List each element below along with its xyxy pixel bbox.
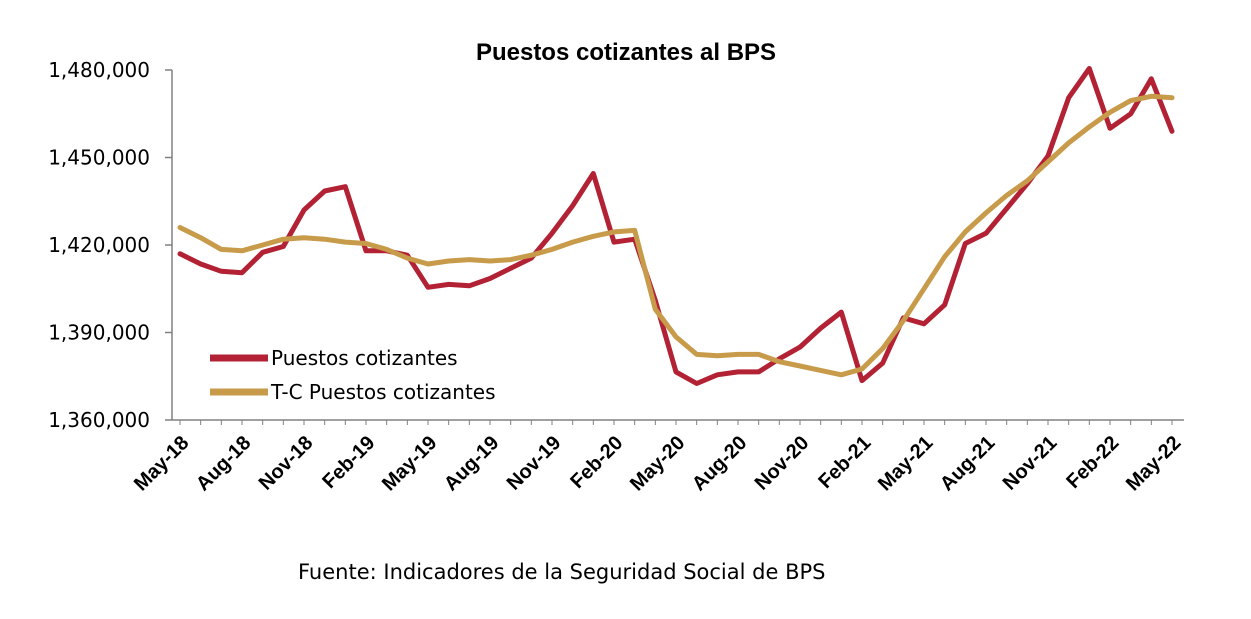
legend: Puestos cotizantes T-C Puestos cotizante… bbox=[210, 346, 496, 404]
plot-lines bbox=[177, 66, 1175, 386]
x-tick-label: Aug-18 bbox=[192, 432, 255, 495]
x-tick-label: Nov-20 bbox=[751, 432, 814, 495]
y-tick-label: 1,480,000 bbox=[48, 58, 150, 82]
x-tick-label: Aug-19 bbox=[440, 432, 503, 495]
x-tick-label: May-20 bbox=[626, 432, 690, 496]
x-tick-label: Nov-21 bbox=[999, 432, 1062, 495]
x-tick-label: Aug-20 bbox=[688, 432, 751, 495]
x-tick-label: Feb-19 bbox=[318, 432, 379, 493]
series-line-tc-puestos-cotizantes bbox=[177, 93, 1175, 378]
x-tick-label: May-18 bbox=[130, 432, 194, 496]
x-tick-label: May-22 bbox=[1122, 432, 1186, 496]
legend-label-tc-puestos-cotizantes: T-C Puestos cotizantes bbox=[270, 380, 496, 404]
x-tick-label: May-19 bbox=[378, 432, 442, 496]
y-tick-label: 1,360,000 bbox=[48, 408, 150, 432]
y-axis: 1,360,000 1,390,000 1,420,000 1,450,000 1,48… bbox=[48, 58, 173, 432]
y-tick-label: 1,450,000 bbox=[48, 146, 150, 170]
x-tick-label: Nov-18 bbox=[255, 432, 318, 495]
y-tick-label: 1,420,000 bbox=[48, 233, 150, 257]
source-note: Fuente: Indicadores de la Seguridad Soci… bbox=[298, 560, 826, 584]
y-tick-label: 1,390,000 bbox=[48, 321, 150, 345]
legend-label-puestos-cotizantes: Puestos cotizantes bbox=[271, 346, 458, 370]
chart-title: Puestos cotizantes al BPS bbox=[476, 39, 776, 66]
x-tick-label: Aug-21 bbox=[936, 432, 999, 495]
x-tick-label: Feb-22 bbox=[1062, 432, 1123, 493]
series-line-puestos-cotizantes bbox=[177, 66, 1175, 386]
x-tick-label: Feb-20 bbox=[566, 432, 627, 493]
x-tick-label: May-21 bbox=[874, 432, 938, 496]
x-tick-label: Feb-21 bbox=[814, 432, 875, 493]
x-tick-label: Nov-19 bbox=[503, 432, 566, 495]
